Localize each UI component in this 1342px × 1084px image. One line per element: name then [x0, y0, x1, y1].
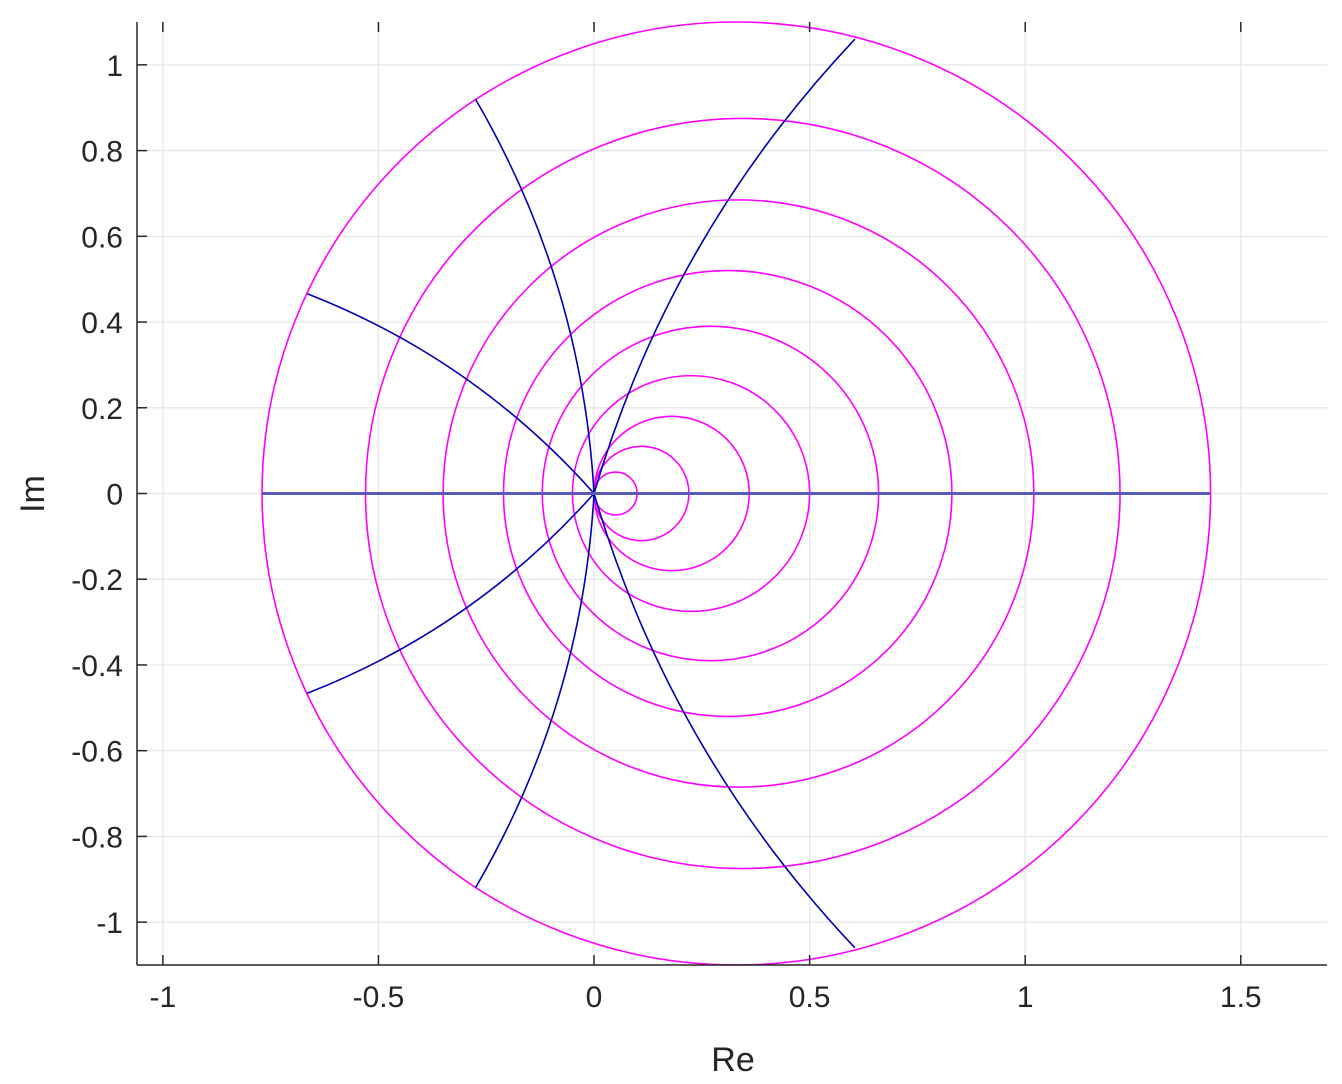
y-tick-label: -0.4: [71, 650, 123, 683]
y-tick-label: 0.4: [81, 307, 123, 340]
y-tick-label: 0.2: [81, 393, 123, 426]
y-tick-label: -0.2: [71, 564, 123, 597]
phase-curve: [474, 493, 595, 889]
x-tick-label: 1: [1017, 981, 1034, 1014]
x-tick-label: 0: [586, 981, 603, 1014]
y-tick-label: -1: [96, 907, 123, 940]
y-tick-label: 0.6: [81, 221, 123, 254]
y-tick-label: -0.6: [71, 736, 123, 769]
x-axis-label: Re: [711, 1041, 754, 1079]
x-tick-label: 1.5: [1220, 981, 1262, 1014]
y-axis-label: Im: [14, 475, 52, 513]
phase-curve: [474, 98, 595, 494]
y-tick-label: 0: [106, 479, 123, 512]
phase-curve: [593, 38, 856, 494]
x-tick-label: -0.5: [353, 981, 405, 1014]
series-layer: [261, 21, 1212, 966]
y-tick-label: -0.8: [71, 821, 123, 854]
y-tick-label: 0.8: [81, 136, 123, 169]
phase-curve: [307, 492, 595, 694]
phase-curve: [307, 293, 595, 495]
y-tick-label: 1: [106, 50, 123, 83]
phase-curve: [593, 493, 856, 949]
x-tick-label: -1: [150, 981, 177, 1014]
ticks-layer: -1 -0.5 0 0.5 1 1.5 1 0.8 0.6 0.4 0.2 0 -0.2 -0.4 -0.6…: [71, 22, 1262, 1014]
x-tick-label: 0.5: [789, 981, 831, 1014]
